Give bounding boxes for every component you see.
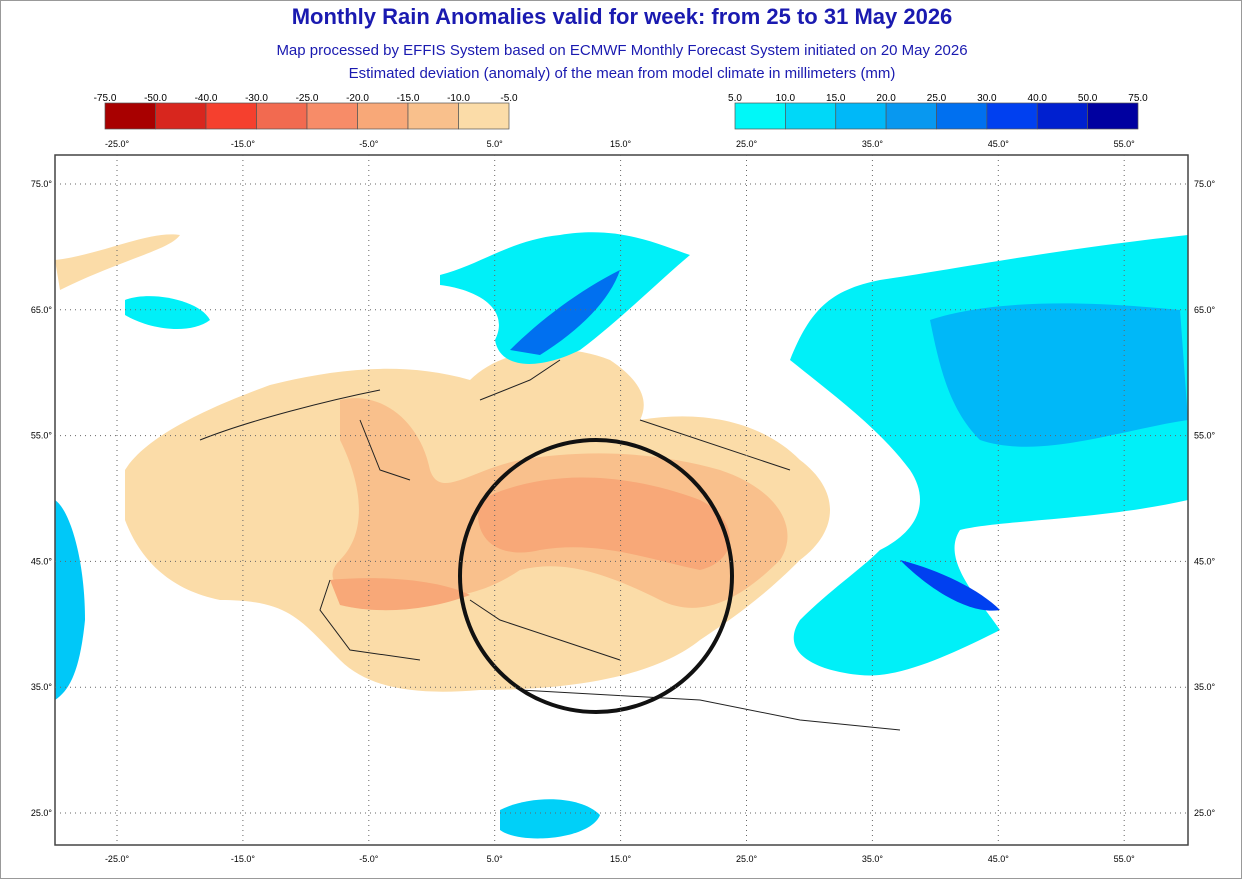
latitude-label: 65.0° [31,305,53,315]
anomaly-fields [55,232,1188,839]
colorbar-label: -20.0 [346,93,369,104]
longitude-label: -25.0° [105,139,130,149]
colorbar-box [256,102,308,130]
longitude-label: 15.0° [610,854,632,864]
colorbar-box [155,102,207,130]
colorbar-box [306,102,358,130]
latitude-label: 55.0° [31,431,53,441]
anomaly-area [55,234,180,290]
map-frame [54,154,1189,846]
colorbar-box [104,102,156,130]
longitude-label: 55.0° [1114,854,1136,864]
longitude-label: 35.0° [862,854,884,864]
latitude-label: 25.0° [31,808,53,818]
colorbar-box [835,102,887,130]
longitude-label: -5.0° [359,854,379,864]
colorbar-label: 30.0 [977,93,997,104]
longitude-label: -15.0° [231,139,256,149]
title: Monthly Rain Anomalies valid for week: f… [292,4,953,29]
colorbar-label: -75.0 [94,93,117,104]
anomaly-area [330,578,470,611]
colorbar-label: 50.0 [1078,93,1098,104]
colorbar-box [986,102,1038,130]
longitude-label: 25.0° [736,854,758,864]
colorbar-label: -40.0 [195,93,218,104]
anomaly-area [478,477,730,570]
latitude-label: 35.0° [1194,682,1216,692]
colorbar-label: -50.0 [144,93,167,104]
longitude-label: 45.0° [988,139,1010,149]
longitude-label: 25.0° [736,139,758,149]
map [54,154,1189,846]
anomaly-area [440,232,690,364]
colorbar-label: 20.0 [876,93,896,104]
anomaly-area [55,500,85,700]
colorbar-label: 5.0 [728,93,742,104]
colorbar-label: 10.0 [776,93,796,104]
subtitle: Map processed by EFFIS System based on E… [276,42,967,59]
colorbar-label: 15.0 [826,93,846,104]
latitude-label: 75.0° [1194,179,1216,189]
longitude-label: 55.0° [1114,139,1136,149]
coastline [199,359,901,731]
colorbar-label: -5.0 [500,93,518,104]
colorbar-box [458,102,510,130]
longitude-label: 45.0° [988,854,1010,864]
longitude-label: -15.0° [231,854,256,864]
colorbar-box [785,102,837,130]
latitude-label: 55.0° [1194,431,1216,441]
colorbar-box [734,102,786,130]
colorbar-box [885,102,937,130]
colorbar-box [936,102,988,130]
highlight-circle [458,438,734,714]
colorbar-box [205,102,257,130]
longitude-label: 5.0° [487,139,504,149]
colorbar-label: -10.0 [447,93,470,104]
latitude-label: 35.0° [31,682,53,692]
colorbar-box [357,102,409,130]
colorbar-label: 25.0 [927,93,947,104]
colorbar-label: -25.0 [296,93,319,104]
description: Estimated deviation (anomaly) of the mea… [349,65,896,82]
latitude-label: 25.0° [1194,808,1216,818]
longitude-label: 5.0° [487,854,504,864]
colorbar-label: -30.0 [245,93,268,104]
colorbar-label: 75.0 [1128,93,1148,104]
latitude-label: 45.0° [31,556,53,566]
longitude-label: 35.0° [862,139,884,149]
anomaly-area [500,799,600,839]
anomaly-area [125,296,210,330]
anomaly-area [510,270,620,355]
anomaly-area [930,303,1188,447]
longitude-label: 15.0° [610,139,632,149]
longitude-label: -5.0° [359,139,379,149]
colorbar-label: -15.0 [397,93,420,104]
latitude-label: 65.0° [1194,305,1216,315]
colorbar-box [1087,102,1139,130]
anomaly-area [900,560,1000,611]
colorbar-box [407,102,459,130]
longitude-label: -25.0° [105,854,130,864]
latitude-label: 45.0° [1194,556,1216,566]
colorbar-label: 40.0 [1028,93,1048,104]
colorbar-box [1036,102,1088,130]
latitude-label: 75.0° [31,179,53,189]
